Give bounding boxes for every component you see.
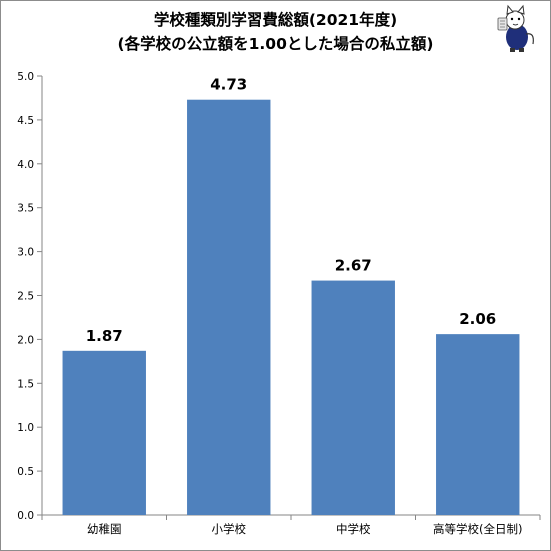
y-tick-label: 0.5	[17, 466, 34, 478]
chart-title: 学校種類別学習費総額(2021年度)	[153, 11, 398, 29]
y-tick-label: 0.0	[17, 510, 34, 522]
x-category-label: 中学校	[336, 522, 371, 536]
x-category-label: 小学校	[212, 522, 247, 536]
chart-title-block: 学校種類別学習費総額(2021年度) (各学校の公立額を1.00とした場合の私立…	[0, 8, 551, 56]
bar	[62, 350, 146, 515]
bar	[436, 334, 520, 515]
cat-mascot-icon	[497, 4, 534, 52]
chart-subtitle: (各学校の公立額を1.00とした場合の私立額)	[117, 35, 434, 53]
y-tick-label: 2.5	[17, 291, 34, 303]
y-tick-label: 4.5	[17, 115, 34, 127]
x-category-label: 幼稚園	[87, 522, 122, 536]
bar	[187, 99, 271, 516]
data-label: 2.06	[459, 310, 496, 328]
y-tick-label: 1.5	[17, 378, 34, 390]
data-label: 1.87	[86, 327, 123, 345]
bar	[311, 280, 395, 515]
y-tick-label: 4.0	[17, 159, 34, 171]
y-tick-label: 3.5	[17, 203, 34, 215]
data-label: 4.73	[210, 76, 247, 94]
data-label: 2.67	[335, 257, 372, 275]
y-tick-label: 2.0	[17, 334, 34, 346]
x-category-label: 高等学校(全日制)	[433, 522, 522, 536]
y-tick-label: 1.0	[17, 422, 34, 434]
y-tick-label: 5.0	[17, 71, 34, 83]
y-tick-label: 3.0	[17, 247, 34, 259]
